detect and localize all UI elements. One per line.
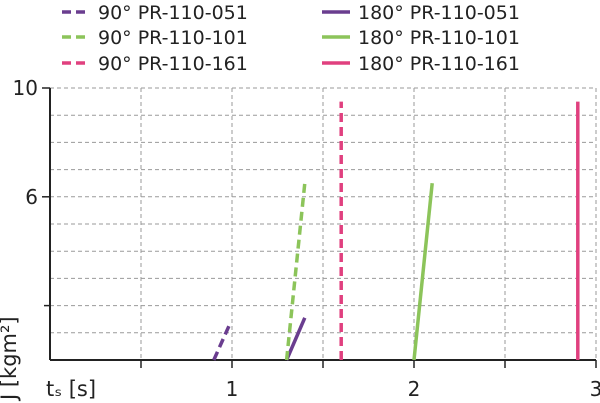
legend-entry: 90° PR-110-161 bbox=[98, 53, 248, 75]
legend-entry: 90° PR-110-101 bbox=[98, 27, 248, 49]
series-line-3 bbox=[284, 183, 307, 361]
tick-labels: 1 2 3 6 10 bbox=[13, 76, 600, 401]
series-line-1 bbox=[212, 322, 232, 361]
y-tick-label: 10 bbox=[13, 76, 38, 100]
y-axis-label: J [kgm²] bbox=[0, 316, 21, 402]
series-group bbox=[212, 101, 580, 361]
legend-entry: 180° PR-110-101 bbox=[358, 27, 520, 49]
x-tick-label: 1 bbox=[226, 377, 239, 401]
x-tick-label: 2 bbox=[408, 377, 421, 401]
legend: 90° PR-110-051 180° PR-110-051 90° PR-110-… bbox=[62, 2, 520, 75]
x-axis-label: tₛ [s] bbox=[46, 377, 96, 401]
legend-entry: 180° PR-110-051 bbox=[358, 2, 520, 24]
x-tick-label: 3 bbox=[590, 377, 600, 401]
series-line-2 bbox=[284, 317, 307, 361]
series-line-4 bbox=[412, 183, 434, 361]
grid bbox=[50, 87, 597, 360]
legend-entry: 90° PR-110-051 bbox=[98, 2, 248, 24]
axes bbox=[42, 87, 597, 368]
legend-entry: 180° PR-110-161 bbox=[358, 53, 520, 75]
y-tick-label: 6 bbox=[25, 185, 38, 209]
